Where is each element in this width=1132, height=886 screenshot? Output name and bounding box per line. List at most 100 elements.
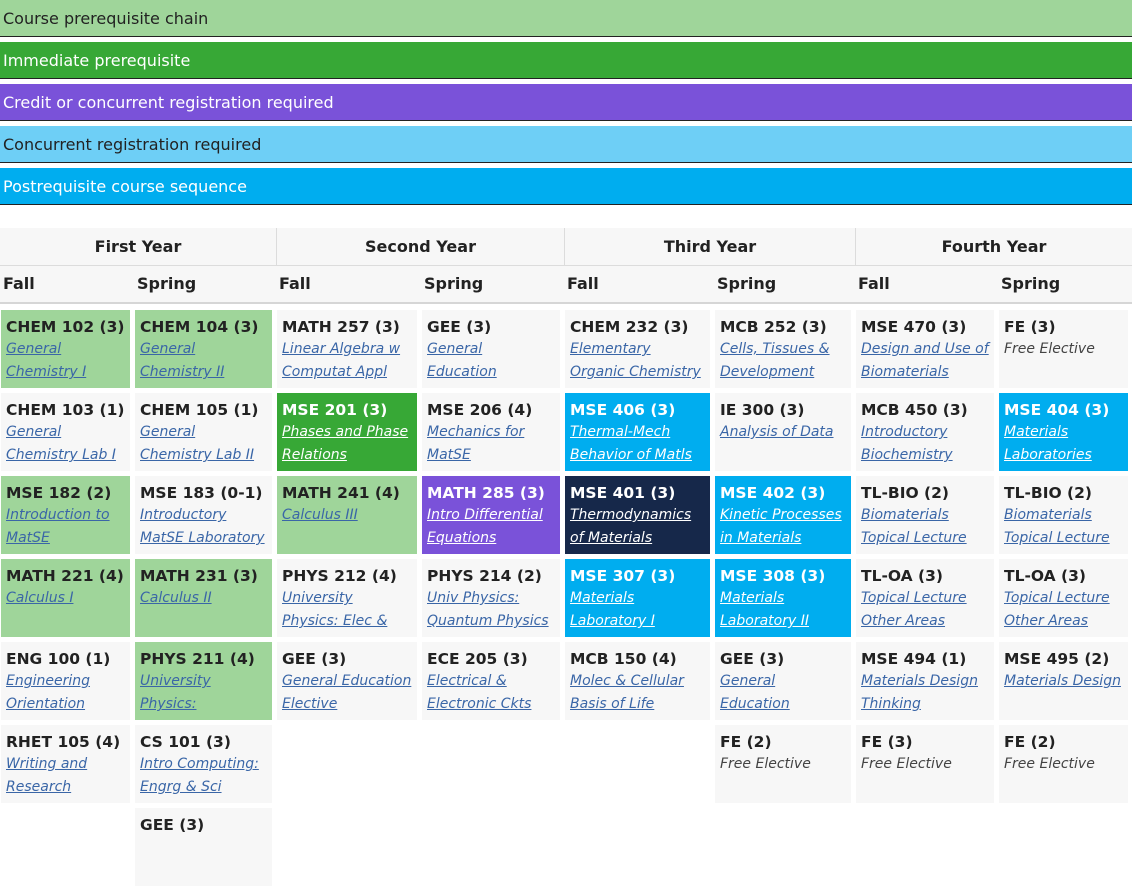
course-card[interactable]: ECE 205 (3) Electrical & Electronic Ckts	[422, 642, 560, 720]
course-card[interactable]: CHEM 103 (1) General Chemistry Lab I	[1, 393, 130, 471]
course-title-link[interactable]: Materials Laboratory II	[720, 590, 809, 629]
course-title-link[interactable]: Writing and Research	[6, 756, 88, 795]
course-title-link[interactable]: Topical Lecture Other Areas	[1004, 590, 1110, 629]
course-title-link[interactable]: Linear Algebra w Computat Appl	[282, 341, 401, 380]
course-card[interactable]: MCB 150 (4) Molec & Cellular Basis of Lif…	[565, 642, 710, 720]
course-title-link[interactable]: General Chemistry I	[6, 341, 87, 380]
course-card[interactable]: TL-OA (3) Topical Lecture Other Areas	[999, 559, 1128, 637]
course-card[interactable]: MSE 470 (3) Design and Use of Biomaterial…	[856, 310, 994, 388]
course-code: MSE 494 (1)	[861, 650, 967, 668]
course-card[interactable]: TL-BIO (2) Biomaterials Topical Lecture	[999, 476, 1128, 554]
course-title-link[interactable]: Topical Lecture Other Areas	[861, 590, 967, 629]
course-card[interactable]: MSE 182 (2) Introduction to MatSE	[1, 476, 130, 554]
course-card[interactable]: MSE 406 (3) Thermal-Mech Behavior of Matl…	[565, 393, 710, 471]
course-card[interactable]: MCB 252 (3) Cells, Tissues & Development	[715, 310, 851, 388]
course-card[interactable]: TL-OA (3) Topical Lecture Other Areas	[856, 559, 994, 637]
course-card[interactable]: FE (2) Free Elective	[715, 725, 851, 803]
course-card[interactable]: MATH 221 (4) Calculus I	[1, 559, 130, 637]
course-title-link[interactable]: Calculus III	[282, 507, 358, 523]
course-card[interactable]: CHEM 104 (3) General Chemistry II	[135, 310, 272, 388]
course-card[interactable]: FE (3) Free Elective	[856, 725, 994, 803]
course-title-link[interactable]: Calculus II	[140, 590, 212, 606]
course-title-link[interactable]: Phases and Phase Relations	[282, 424, 409, 463]
legend-item-concurrent: Concurrent registration required	[0, 126, 1132, 163]
course-title-link[interactable]: Cells, Tissues & Development	[720, 341, 830, 380]
course-title-link[interactable]: Introduction to MatSE	[6, 507, 110, 546]
course-card[interactable]: MSE 402 (3) Kinetic Processes in Material…	[715, 476, 851, 554]
course-code: FE (2)	[1004, 733, 1056, 751]
course-card[interactable]: RHET 105 (4) Writing and Research	[1, 725, 130, 803]
course-title-link[interactable]: Electrical & Electronic Ckts	[427, 673, 532, 712]
course-card[interactable]: PHYS 211 (4) University Physics: Mechanic…	[135, 642, 272, 720]
course-card[interactable]: MSE 307 (3) Materials Laboratory I	[565, 559, 710, 637]
course-title-link[interactable]: Design and Use of Biomaterials	[861, 341, 989, 380]
course-title-link[interactable]: Materials Laboratories	[1004, 424, 1092, 463]
course-card[interactable]: PHYS 212 (4) University Physics: Elec & M…	[277, 559, 417, 637]
course-code: CHEM 105 (1)	[140, 401, 259, 419]
course-code: MSE 470 (3)	[861, 318, 967, 336]
course-card[interactable]: CHEM 105 (1) General Chemistry Lab II	[135, 393, 272, 471]
course-card[interactable]: PHYS 214 (2) Univ Physics: Quantum Physic…	[422, 559, 560, 637]
course-title-link[interactable]: Biomaterials Topical Lecture	[861, 507, 967, 546]
course-card[interactable]: MSE 495 (2) Materials Design	[999, 642, 1128, 720]
course-title-link[interactable]: Materials Design Thinking	[861, 673, 978, 712]
course-card[interactable]: MSE 494 (1) Materials Design Thinking	[856, 642, 994, 720]
course-title-link[interactable]: Mechanics for MatSE	[427, 424, 525, 463]
course-title-link[interactable]: Intro Differential Equations	[427, 507, 543, 546]
course-card[interactable]: MSE 206 (4) Mechanics for MatSE	[422, 393, 560, 471]
course-title-link[interactable]: Biomaterials Topical Lecture	[1004, 507, 1110, 546]
course-title-link[interactable]: Univ Physics: Quantum Physics	[427, 590, 549, 629]
course-title-link[interactable]: General Chemistry Lab II	[140, 424, 255, 463]
course-title-link[interactable]: University Physics: Elec & Mag	[282, 590, 388, 637]
course-title-link[interactable]: Analysis of Data	[720, 424, 834, 440]
course-title-link[interactable]: Materials Laboratory I	[570, 590, 655, 629]
course-code: MATH 285 (3)	[427, 484, 545, 502]
course-title-link[interactable]: Thermodynamics of Materials	[570, 507, 692, 546]
course-title-link[interactable]: General Chemistry Lab I	[6, 424, 116, 463]
course-title-link[interactable]: General Chemistry II	[140, 341, 225, 380]
course-card[interactable]: MSE 201 (3) Phases and Phase Relations	[277, 393, 417, 471]
course-card[interactable]: IE 300 (3) Analysis of Data	[715, 393, 851, 471]
course-title-link[interactable]: Introductory MatSE Laboratory	[140, 507, 265, 546]
course-card[interactable]: FE (2) Free Elective	[999, 725, 1128, 803]
course-title-link[interactable]: Intro Computing: Engrg & Sci	[140, 756, 259, 795]
course-title-link[interactable]: Kinetic Processes in Materials	[720, 507, 842, 546]
course-card[interactable]: MATH 241 (4) Calculus III	[277, 476, 417, 554]
course-code: TL-OA (3)	[1004, 567, 1086, 585]
course-card[interactable]: MATH 285 (3) Intro Differential Equations	[422, 476, 560, 554]
course-card[interactable]: GEE (3) General Education Elective	[422, 310, 560, 388]
course-card[interactable]: MSE 183 (0-1) Introductory MatSE Laborato…	[135, 476, 272, 554]
course-title-link[interactable]: University Physics: Mechanics	[140, 673, 214, 720]
course-card[interactable]: ENG 100 (1) Engineering Orientation	[1, 642, 130, 720]
course-code: TL-OA (3)	[861, 567, 943, 585]
course-title-link[interactable]: General Education Elective	[282, 673, 412, 712]
year-header: First Year	[0, 228, 276, 266]
legend-item-chain: Course prerequisite chain	[0, 0, 1132, 37]
semester-header: Fall	[276, 266, 421, 304]
course-card[interactable]: MATH 231 (3) Calculus II	[135, 559, 272, 637]
course-card[interactable]: GEE (3)	[135, 808, 272, 886]
course-card[interactable]: MSE 401 (3) Thermodynamics of Materials	[565, 476, 710, 554]
course-title-link[interactable]: Introductory Biochemistry	[861, 424, 953, 463]
course-title-link[interactable]: Engineering Orientation	[6, 673, 90, 712]
course-title-link[interactable]: Molec & Cellular Basis of Life	[570, 673, 684, 712]
course-card[interactable]: CS 101 (3) Intro Computing: Engrg & Sci	[135, 725, 272, 803]
course-code: CHEM 103 (1)	[6, 401, 125, 419]
course-card[interactable]: CHEM 232 (3) Elementary Organic Chemistry…	[565, 310, 710, 388]
course-card[interactable]: GEE (3) General Education Elective	[715, 642, 851, 720]
course-title-link[interactable]: Materials Design	[1004, 673, 1121, 689]
course-card[interactable]: MCB 450 (3) Introductory Biochemistry	[856, 393, 994, 471]
course-title-link[interactable]: Elementary Organic Chemistry I	[570, 341, 701, 388]
course-card[interactable]: FE (3) Free Elective	[999, 310, 1128, 388]
course-title-link[interactable]: Thermal-Mech Behavior of Matls	[570, 424, 692, 463]
semester-header: Fall	[855, 266, 998, 304]
course-card[interactable]: TL-BIO (2) Biomaterials Topical Lecture	[856, 476, 994, 554]
course-card[interactable]: GEE (3) General Education Elective	[277, 642, 417, 720]
course-title-link[interactable]: Calculus I	[6, 590, 74, 606]
course-title-link[interactable]: General Education Elective	[427, 341, 497, 388]
course-card[interactable]: MSE 308 (3) Materials Laboratory II	[715, 559, 851, 637]
course-title-link[interactable]: General Education Elective	[720, 673, 790, 720]
course-card[interactable]: MATH 257 (3) Linear Algebra w Computat Ap…	[277, 310, 417, 388]
course-card[interactable]: MSE 404 (3) Materials Laboratories	[999, 393, 1128, 471]
course-card[interactable]: CHEM 102 (3) General Chemistry I	[1, 310, 130, 388]
